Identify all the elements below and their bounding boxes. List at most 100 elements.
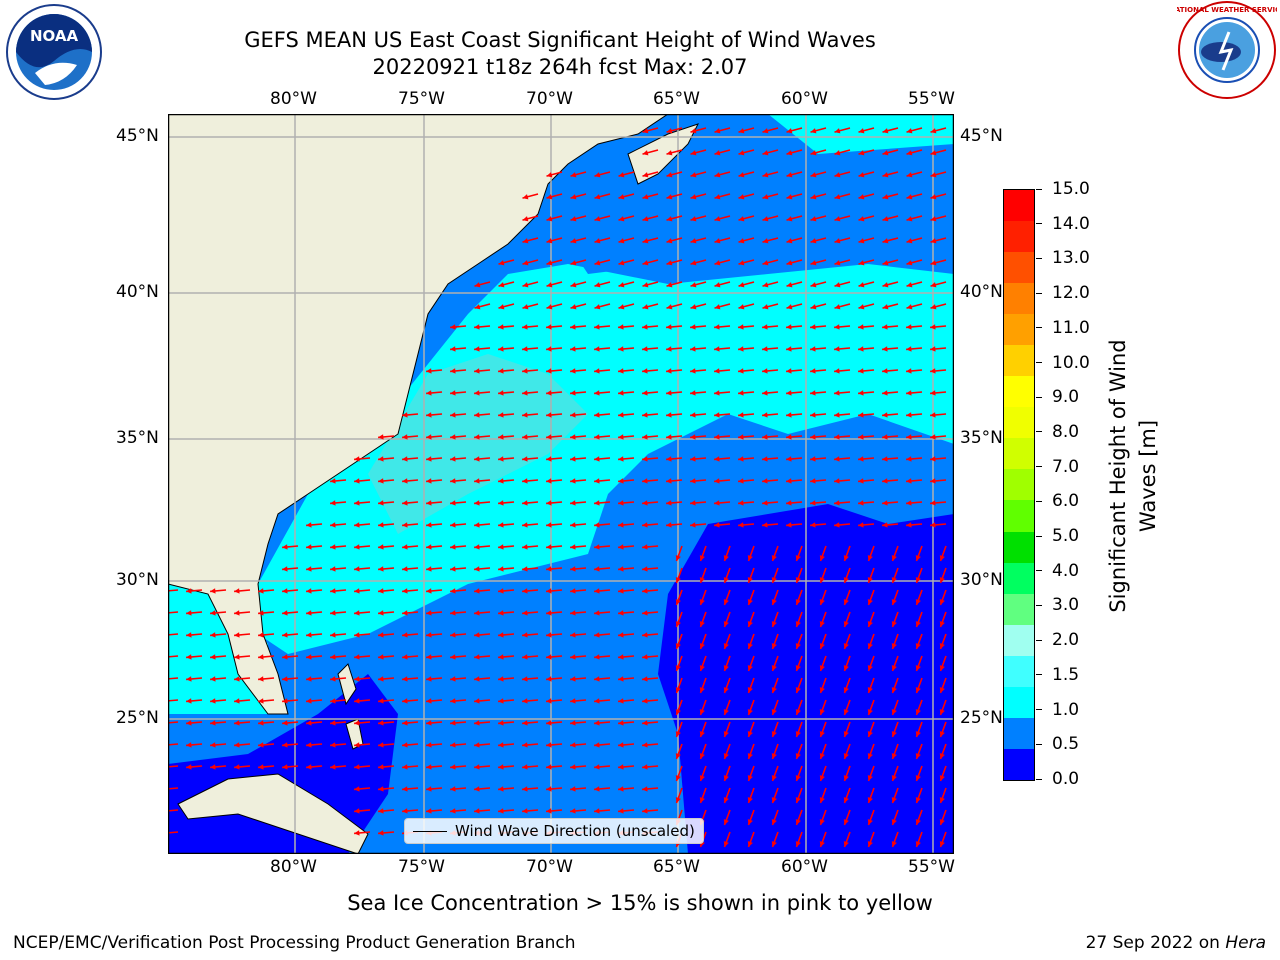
wave-vector-head [522,610,528,616]
wave-vector-head [939,731,945,737]
wave-vector-head [186,742,192,748]
wave-vector-head [714,412,720,418]
wave-vector-head [843,621,849,627]
wave-vector-head [786,172,793,178]
left-lat-label: 35°N [116,428,159,448]
colorbar-swatch [1004,438,1034,470]
wave-vector-head [306,544,312,550]
wave-vector [168,743,179,746]
wave-vector-head [843,753,849,759]
wave-vector-head [498,742,504,748]
wave-vector-head [699,665,705,671]
wave-vector-head [618,260,625,266]
wave-vector-head [738,390,744,396]
wave-vector-head [426,412,432,418]
wave-vector-head [666,304,673,310]
wave-vector-head [474,676,480,682]
wave-vector-head [258,698,264,704]
wave-vector-head [258,610,264,616]
wave-vector-head [858,456,864,462]
wave-vector-head [795,709,801,715]
wave-vector-head [330,500,336,506]
wave-vector-head [210,610,216,616]
wave-vector-head [594,610,600,616]
wave-vector-head [930,304,937,310]
wave-vector-head [594,304,601,310]
wave-vector-head [747,709,753,715]
wave-vector-head [546,720,552,726]
wave-vector-head [594,324,600,330]
wave-vector-head [522,786,528,792]
wave-vector-head [675,621,681,627]
wave-vector-head [450,632,456,638]
wave-vector-head [714,238,721,244]
wave-vector-head [618,500,624,506]
wave-vector-head [906,216,913,222]
wave-vector-head [858,368,864,374]
wave-vector-head [426,522,432,528]
wave-vector-head [906,368,912,374]
wave-vector-head [378,544,384,550]
wave-vector-head [666,500,672,506]
colorbar-swatch [1004,376,1034,408]
wave-vector-head [570,324,576,330]
wave-vector-head [867,599,873,605]
wave-vector-head [186,588,192,594]
wave-vector-head [330,478,336,484]
branch-credit: NCEP/EMC/Verification Post Processing Pr… [13,933,576,953]
wave-vector-head [570,346,576,352]
wave-vector-head [474,304,481,310]
wave-vector-head [282,632,288,638]
wave-vector-head [906,194,913,200]
wave-vector-head [747,555,753,561]
wave-vector-head [747,665,753,671]
wave-vector-head [450,698,456,704]
wave-vector-head [642,742,648,748]
top-lon-label: 75°W [398,89,445,109]
wave-vector-head [546,808,552,814]
wave-vector-head [867,687,873,693]
wave-vector-head [498,324,504,330]
wave-vector-head [762,456,768,462]
wave-vector-head [618,654,624,660]
wave-vector-head [747,841,753,847]
wave-vector-head [378,786,384,792]
wave-vector-head [522,654,528,660]
colorbar-tick-label: 12.0 [1036,283,1090,303]
wave-vector-head [306,654,312,660]
wave-vector-head [786,478,792,484]
wave-vector-head [474,478,480,484]
wave-vector-head [690,346,696,352]
wave-vector [168,677,179,680]
wave-vector-head [282,544,288,550]
left-lat-label: 25°N [116,708,159,728]
wave-vector-head [642,764,648,770]
wave-vector-head [819,599,825,605]
wave-vector-head [522,632,528,638]
wave-vector-head [354,522,360,528]
wave-vector-head [930,522,936,528]
wave-vector-head [699,555,705,561]
wave-vector-head [834,260,841,266]
wave-vector-head [738,304,745,310]
wave-vector-head [666,238,673,244]
wave-vector-head [570,676,576,682]
wave-vector-head [690,172,697,178]
right-lat-label: 30°N [960,570,1003,590]
wave-vector-head [795,753,801,759]
wave-vector-head [690,368,696,374]
wave-vector-head [210,764,216,770]
wave-vector-head [771,753,777,759]
wave-vector-head [426,544,432,550]
wave-vector-head [915,775,921,781]
wave-vector-head [498,698,504,704]
wave-vector-head [930,128,937,134]
colorbar-tick-label: 1.5 [1036,665,1079,685]
wave-vector-head [939,753,945,759]
wave-vector-head [618,522,624,528]
wave-vector-head [786,260,793,266]
wave-vector-head [258,676,264,682]
wave-vector-head [882,128,889,134]
wave-vector-head [858,194,865,200]
colorbar-swatch [1004,407,1034,439]
